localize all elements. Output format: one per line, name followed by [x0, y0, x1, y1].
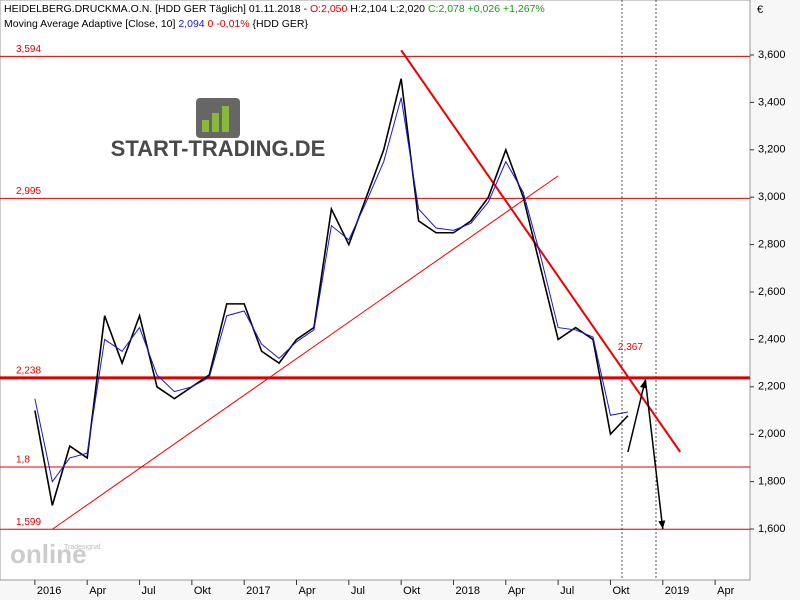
- close: C:2,078: [428, 3, 465, 15]
- y-tick-label: 2,000: [758, 428, 786, 440]
- trendline: [52, 175, 559, 530]
- y-tick-label: 1,800: [758, 476, 786, 488]
- watermark: online: [10, 539, 87, 569]
- header: HEIDELBERG.DRUCKMA.O.N. [HDD GER Täglich…: [4, 3, 545, 15]
- currency: €: [757, 4, 763, 16]
- plot-area: [0, 0, 751, 581]
- change: +0,026: [468, 3, 501, 15]
- indicator-header: Moving Average Adaptive [Close, 10] 2,09…: [4, 18, 308, 30]
- logo-text: START-TRADING.DE: [111, 136, 326, 161]
- arrow-head: [658, 520, 666, 530]
- ma-symbol: {HDD GER}: [253, 18, 309, 30]
- change-pct: +1,267%: [503, 3, 545, 15]
- x-tick-label: Jul: [560, 585, 574, 597]
- symbol: [HDD GER Täglich] 01.11.2018 -: [155, 3, 307, 15]
- level-label: 3,594: [16, 44, 41, 55]
- logo: START-TRADING.DE: [111, 98, 326, 161]
- x-tick-label: 2019: [665, 585, 689, 597]
- price-line: [34, 97, 629, 483]
- logo-bar: [212, 113, 219, 132]
- annotation: 2,367: [618, 342, 643, 353]
- watermark-small: Tradesignal: [64, 544, 101, 551]
- level-label: 1,599: [16, 517, 41, 528]
- logo-bar: [222, 106, 229, 132]
- x-tick-label: Okt: [612, 585, 629, 597]
- y-tick-label: 3,400: [758, 96, 786, 108]
- y-tick-label: 2,200: [758, 381, 786, 393]
- x-tick-label: 2017: [246, 585, 270, 597]
- ma-change-pct: -0,01%: [216, 18, 249, 30]
- high: H:2,104: [350, 3, 387, 15]
- x-tick-label: Apr: [299, 585, 316, 597]
- x-tick-label: Okt: [403, 585, 420, 597]
- series-name: HEIDELBERG.DRUCKMA.O.N.: [4, 3, 152, 15]
- x-tick-label: Apr: [89, 585, 106, 597]
- forecast-arrow: [627, 379, 647, 453]
- low: L:2,020: [390, 3, 425, 15]
- x-tick-label: Apr: [508, 585, 525, 597]
- x-tick-label: 2016: [37, 585, 61, 597]
- trendline: [400, 49, 682, 453]
- y-tick-label: 2,400: [758, 333, 786, 345]
- series-name: Moving Average Adaptive [Close, 10]: [4, 18, 175, 30]
- x-tick-label: 2018: [455, 585, 479, 597]
- y-tick-label: 3,000: [758, 191, 786, 203]
- x-tick-label: Apr: [717, 585, 734, 597]
- x-tick-label: Jul: [351, 585, 365, 597]
- logo-bar: [202, 120, 209, 132]
- price-line: [34, 78, 629, 506]
- y-tick-label: 1,600: [758, 523, 786, 535]
- y-tick-label: 2,600: [758, 286, 786, 298]
- level-label: 2,238: [16, 365, 41, 376]
- ma-value: 2,094: [178, 18, 204, 30]
- ma-change: 0: [208, 18, 214, 30]
- open: O:2,050: [310, 3, 348, 15]
- x-tick-label: Okt: [194, 585, 211, 597]
- x-tick-label: Jul: [142, 585, 156, 597]
- level-label: 1,8: [16, 455, 30, 466]
- y-tick-label: 3,200: [758, 144, 786, 156]
- y-tick-label: 2,800: [758, 239, 786, 251]
- y-tick-label: 3,600: [758, 49, 786, 61]
- forecast-arrow: [644, 379, 664, 530]
- level-label: 2,995: [16, 186, 41, 197]
